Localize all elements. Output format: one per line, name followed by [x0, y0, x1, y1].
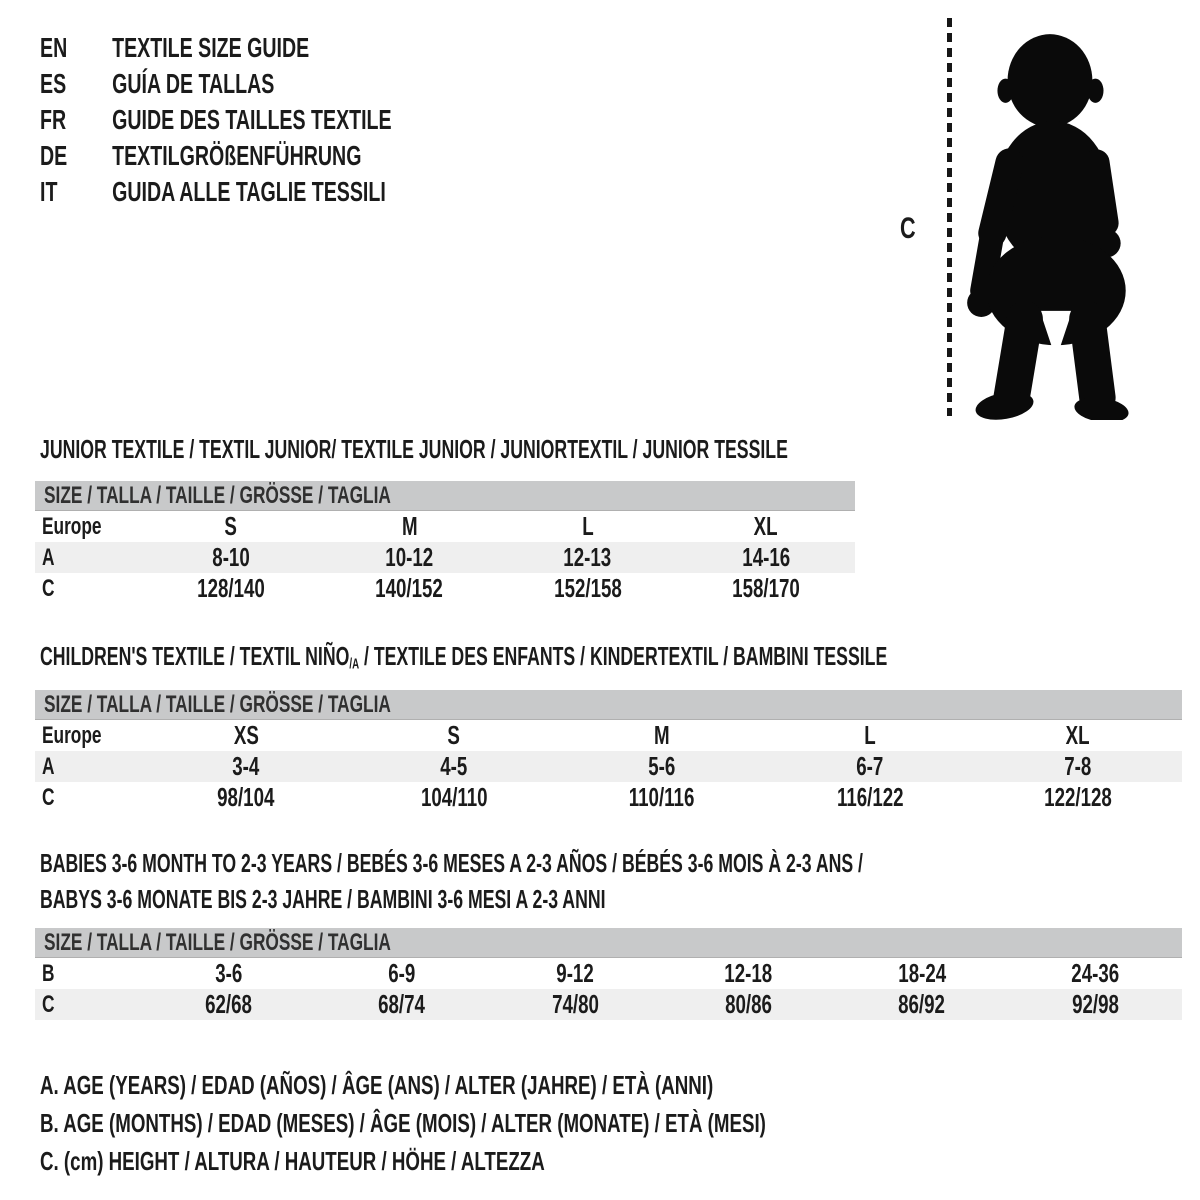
children-section-title: CHILDREN'S TEXTILE / TEXTIL NIÑO/A / TEX… [40, 641, 888, 673]
guide-title-it: GUIDA ALLE TAGLIE TESSILI [112, 176, 386, 207]
language-code: EN [40, 32, 68, 63]
babies-table-header-bar: SIZE / TALLA / TAILLE / GRÖSSE / TAGLIA [35, 928, 1182, 958]
guide-title-en: TEXTILE SIZE GUIDE [112, 32, 310, 63]
row-label: C [42, 783, 55, 811]
height-cell: 158/170 [732, 573, 800, 603]
language-row-fr: FR GUIDE DES TAILLES TEXTILE [40, 102, 542, 138]
age-cell: 12-18 [724, 958, 773, 988]
age-cell: 6-7 [856, 751, 884, 781]
size-cell: XL [753, 511, 778, 541]
size-cell: M [401, 511, 418, 541]
age-cell: 12-13 [563, 542, 612, 572]
children-table-header-bar: SIZE / TALLA / TAILLE / GRÖSSE / TAGLIA [35, 690, 1182, 720]
language-row-it: IT GUIDA ALLE TAGLIE TESSILI [40, 174, 542, 210]
height-cell: 74/80 [551, 989, 599, 1019]
children-size-table: SIZE / TALLA / TAILLE / GRÖSSE / TAGLIA … [35, 690, 1182, 813]
age-cell: 6-9 [388, 958, 416, 988]
age-cell: 3-4 [232, 751, 260, 781]
language-code: IT [40, 176, 58, 207]
height-measure-label: C [900, 212, 916, 245]
height-cell: 140/152 [375, 573, 444, 603]
table-row: Europe XS S M L XL [35, 720, 1182, 751]
size-cell: M [654, 720, 670, 750]
row-label: Europe [42, 512, 102, 540]
height-cell: 62/68 [205, 989, 253, 1019]
table-row: C 62/68 68/74 74/80 80/86 86/92 92/98 [35, 989, 1182, 1020]
language-code: FR [40, 104, 67, 135]
row-label: A [42, 543, 55, 571]
table-row: A 8-10 10-12 12-13 14-16 [35, 542, 855, 573]
junior-section-title: JUNIOR TEXTILE / TEXTIL JUNIOR/ TEXTILE … [40, 434, 788, 464]
age-cell: 5-6 [648, 751, 676, 781]
table-row: Europe S M L XL [35, 511, 855, 542]
table-row: B 3-6 6-9 9-12 12-18 18-24 24-36 [35, 958, 1182, 989]
language-row-de: DE TEXTILGRÖßENFÜHRUNG [40, 138, 542, 174]
height-cell: 86/92 [898, 989, 946, 1019]
height-cell: 128/140 [197, 573, 265, 603]
row-label: C [42, 574, 55, 602]
height-cell: 80/86 [725, 989, 773, 1019]
language-code: ES [40, 68, 67, 99]
age-cell: 4-5 [440, 751, 468, 781]
size-header-label: SIZE / TALLA / TAILLE / GRÖSSE / TAGLIA [44, 928, 391, 956]
size-cell: XS [233, 720, 259, 750]
row-label: A [42, 752, 55, 780]
height-cell: 152/158 [553, 573, 622, 603]
table-row: A 3-4 4-5 5-6 6-7 7-8 [35, 751, 1182, 782]
size-cell: L [864, 720, 876, 750]
height-cell: 122/128 [1044, 782, 1112, 812]
age-cell: 24-36 [1071, 958, 1120, 988]
babies-section-title-line1: BABIES 3-6 MONTH TO 2-3 YEARS / BEBÉS 3-… [40, 848, 863, 878]
height-cell: 104/110 [420, 782, 488, 812]
guide-title-es: GUÍA DE TALLAS [112, 68, 275, 99]
height-cell: 110/116 [629, 782, 695, 812]
legend-line-c: C. (cm) HEIGHT / ALTURA / HAUTEUR / HÖHE… [40, 1146, 545, 1176]
table-row: C 98/104 104/110 110/116 116/122 122/128 [35, 782, 1182, 813]
junior-table-header-bar: SIZE / TALLA / TAILLE / GRÖSSE / TAGLIA [35, 481, 855, 511]
height-cell: 68/74 [378, 989, 426, 1019]
guide-title-de: TEXTILGRÖßENFÜHRUNG [112, 140, 362, 171]
language-title-list: EN TEXTILE SIZE GUIDE ES GUÍA DE TALLAS FR… [40, 30, 542, 210]
age-cell: 8-10 [212, 542, 250, 572]
size-cell: L [581, 511, 594, 541]
age-cell: 9-12 [556, 958, 595, 988]
age-cell: 14-16 [741, 542, 790, 572]
table-row: C 128/140 140/152 152/158 158/170 [35, 573, 855, 604]
toddler-silhouette-icon [967, 34, 1129, 420]
junior-size-table: SIZE / TALLA / TAILLE / GRÖSSE / TAGLIA … [35, 481, 855, 604]
row-label: Europe [42, 721, 102, 749]
guide-title-fr: GUIDE DES TAILLES TEXTILE [112, 104, 392, 135]
language-row-es: ES GUÍA DE TALLAS [40, 66, 542, 102]
row-label: C [42, 990, 55, 1018]
age-cell: 7-8 [1064, 751, 1092, 781]
size-header-label: SIZE / TALLA / TAILLE / GRÖSSE / TAGLIA [44, 690, 391, 718]
height-dotted-line [947, 18, 952, 416]
size-cell: XL [1066, 720, 1090, 750]
size-cell: S [447, 720, 461, 750]
size-cell: S [224, 511, 238, 541]
row-label: B [42, 959, 55, 987]
age-cell: 10-12 [385, 542, 434, 572]
age-cell: 3-6 [215, 958, 243, 988]
height-cell: 92/98 [1071, 989, 1119, 1019]
language-code: DE [40, 140, 68, 171]
age-cell: 18-24 [898, 958, 946, 988]
nino-a-subscript: /A [349, 656, 360, 673]
height-cell: 116/122 [836, 782, 904, 812]
height-cell: 98/104 [217, 782, 275, 812]
legend-line-b: B. AGE (MONTHS) / EDAD (MESES) / ÂGE (MO… [40, 1108, 766, 1138]
babies-size-table: SIZE / TALLA / TAILLE / GRÖSSE / TAGLIA … [35, 928, 1182, 1020]
legend-line-a: A. AGE (YEARS) / EDAD (AÑOS) / ÂGE (ANS)… [40, 1070, 714, 1100]
babies-section-title-line2: BABYS 3-6 MONATE BIS 2-3 JAHRE / BAMBINI… [40, 884, 606, 914]
language-row-en: EN TEXTILE SIZE GUIDE [40, 30, 542, 66]
size-header-label: SIZE / TALLA / TAILLE / GRÖSSE / TAGLIA [44, 481, 391, 509]
